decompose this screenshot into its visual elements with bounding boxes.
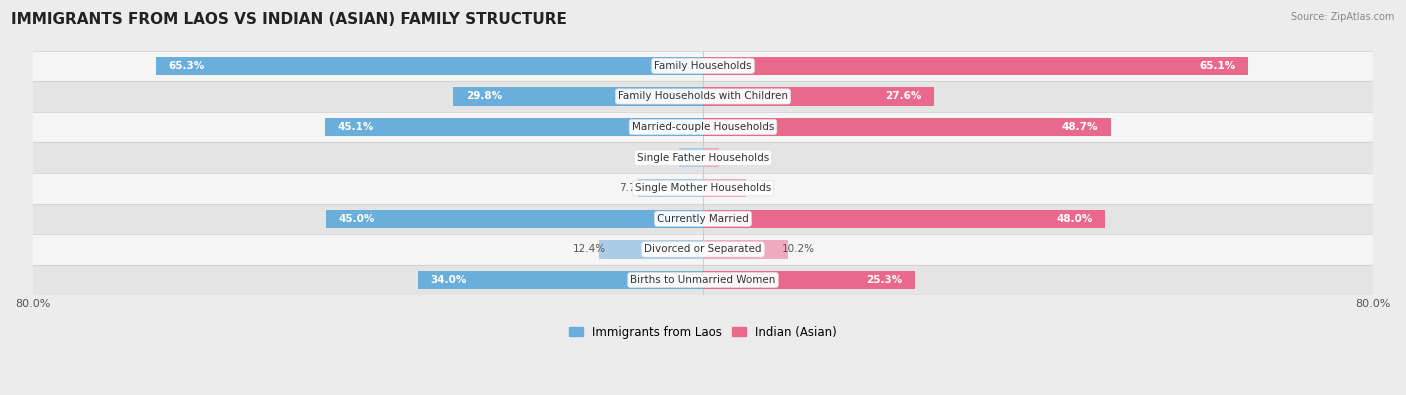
- Bar: [453, 87, 703, 105]
- Text: 48.0%: 48.0%: [1056, 214, 1092, 224]
- Text: 45.1%: 45.1%: [337, 122, 374, 132]
- Text: 34.0%: 34.0%: [430, 275, 467, 285]
- Bar: [32, 173, 1374, 203]
- Text: 10.2%: 10.2%: [782, 245, 814, 254]
- Text: Family Households with Children: Family Households with Children: [619, 91, 787, 102]
- Text: Divorced or Separated: Divorced or Separated: [644, 245, 762, 254]
- Bar: [32, 234, 1374, 265]
- Bar: [325, 118, 703, 136]
- Bar: [703, 149, 718, 167]
- Bar: [638, 179, 703, 198]
- Text: 27.6%: 27.6%: [886, 91, 922, 102]
- Text: 2.9%: 2.9%: [659, 152, 685, 163]
- Bar: [703, 210, 1105, 228]
- Bar: [32, 203, 1374, 234]
- Bar: [32, 142, 1374, 173]
- Bar: [32, 81, 1374, 112]
- Bar: [599, 240, 703, 259]
- Bar: [703, 240, 789, 259]
- Text: 45.0%: 45.0%: [339, 214, 375, 224]
- Text: IMMIGRANTS FROM LAOS VS INDIAN (ASIAN) FAMILY STRUCTURE: IMMIGRANTS FROM LAOS VS INDIAN (ASIAN) F…: [11, 12, 567, 27]
- Legend: Immigrants from Laos, Indian (Asian): Immigrants from Laos, Indian (Asian): [564, 321, 842, 343]
- Bar: [703, 271, 915, 289]
- Bar: [679, 149, 703, 167]
- Text: Single Father Households: Single Father Households: [637, 152, 769, 163]
- Bar: [32, 51, 1374, 81]
- Text: Family Households: Family Households: [654, 61, 752, 71]
- Bar: [703, 118, 1111, 136]
- Text: 29.8%: 29.8%: [465, 91, 502, 102]
- Text: 65.1%: 65.1%: [1199, 61, 1236, 71]
- Text: Source: ZipAtlas.com: Source: ZipAtlas.com: [1291, 12, 1395, 22]
- Text: 48.7%: 48.7%: [1062, 122, 1098, 132]
- Bar: [703, 179, 745, 198]
- Bar: [703, 56, 1249, 75]
- Text: 1.9%: 1.9%: [713, 152, 738, 163]
- Bar: [32, 112, 1374, 142]
- Text: 25.3%: 25.3%: [866, 275, 903, 285]
- Bar: [703, 87, 934, 105]
- Text: 5.1%: 5.1%: [740, 183, 765, 193]
- Text: Married-couple Households: Married-couple Households: [631, 122, 775, 132]
- Bar: [418, 271, 703, 289]
- Bar: [156, 56, 703, 75]
- Text: Currently Married: Currently Married: [657, 214, 749, 224]
- Text: Single Mother Households: Single Mother Households: [636, 183, 770, 193]
- Bar: [32, 265, 1374, 295]
- Text: 7.7%: 7.7%: [619, 183, 645, 193]
- Text: 65.3%: 65.3%: [169, 61, 205, 71]
- Bar: [326, 210, 703, 228]
- Text: 12.4%: 12.4%: [572, 245, 606, 254]
- Text: Births to Unmarried Women: Births to Unmarried Women: [630, 275, 776, 285]
